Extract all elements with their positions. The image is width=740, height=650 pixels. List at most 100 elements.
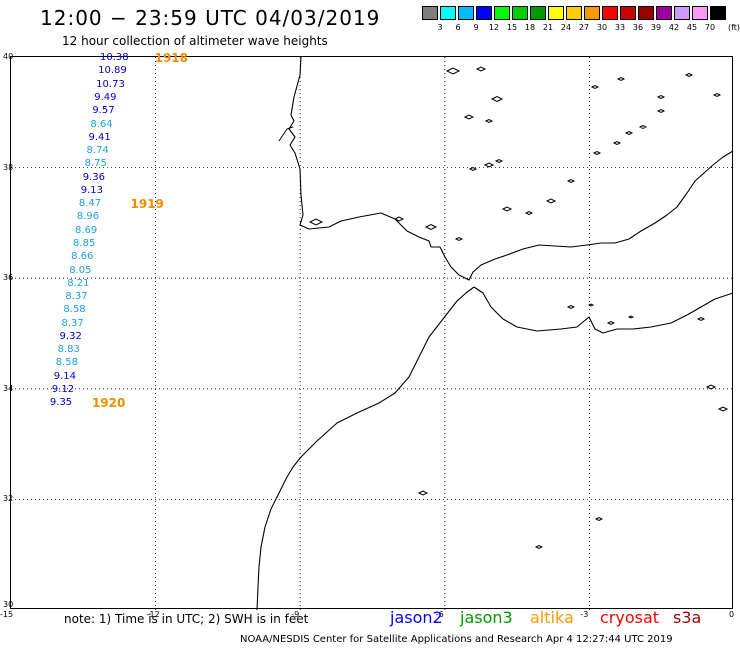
wave-height-label: 9.49: [94, 92, 117, 104]
legend-swatch: [710, 6, 726, 20]
lat-tick-label: 30: [3, 600, 14, 609]
wave-height-label: 8.21: [67, 277, 90, 289]
island-outline: [592, 150, 602, 156]
wave-height-label: 9.12: [51, 384, 75, 395]
island-outline: [638, 124, 648, 130]
wave-height-label: 8.83: [57, 344, 80, 356]
legend-label: 9: [473, 23, 479, 32]
island-outline: [656, 94, 666, 100]
legend-swatch: [566, 6, 582, 20]
island-outline: [717, 406, 729, 412]
island-outline: [627, 315, 635, 319]
map-canvas: [11, 57, 734, 610]
legend-swatch: [476, 6, 492, 20]
page-subtitle: 12 hour collection of altimeter wave hei…: [62, 34, 328, 48]
lon-tick-label: -9: [291, 610, 300, 619]
wave-height-label: 8.37: [61, 317, 84, 329]
island-outline: [606, 320, 616, 326]
island-outline: [616, 76, 626, 82]
island-outline: [612, 140, 622, 146]
legend-label: 33: [614, 23, 626, 32]
wave-height-label: 9.36: [82, 171, 105, 183]
legend-swatch: [440, 6, 456, 20]
wave-height-label: 9.13: [80, 184, 104, 196]
lat-tick-label: 32: [3, 494, 14, 504]
pass-number-label: 1919: [130, 197, 164, 212]
legend-label: 21: [542, 23, 554, 32]
legend-label: 24: [560, 23, 572, 32]
mission-label: s3a: [673, 608, 702, 627]
legend-label: 36: [632, 23, 644, 32]
island-outline: [566, 178, 576, 184]
wave-height-label: 8.69: [74, 224, 98, 236]
legend-swatch: [530, 6, 546, 20]
island-outline: [424, 223, 438, 231]
island-outline: [656, 108, 666, 114]
island-outline: [494, 158, 504, 164]
page-title: 12:00 − 23:59 UTC 04/03/2019: [40, 6, 381, 30]
lat-tick-label: 38: [3, 162, 14, 172]
lon-tick-label: -12: [146, 610, 160, 619]
wave-height-label: 10.38: [100, 52, 129, 64]
legend-swatch: [620, 6, 636, 20]
mission-label: altika: [530, 608, 574, 627]
wave-height-label: 9.41: [88, 131, 111, 143]
coastline-north-africa: [473, 286, 734, 334]
legend-swatch: [458, 6, 474, 20]
wave-height-label: 9.14: [53, 370, 77, 382]
pass-number-label: 1920: [91, 396, 126, 411]
island-outline: [483, 162, 495, 168]
legend-swatch: [548, 6, 564, 20]
wave-height-label: 8.66: [71, 251, 94, 263]
wave-height-label: 8.37: [65, 291, 88, 303]
island-outline: [705, 384, 717, 390]
wave-height-label: 8.05: [69, 264, 92, 276]
wave-height-label: 10.89: [98, 65, 127, 77]
wave-height-label: 8.58: [55, 357, 78, 369]
lat-tick-label: 36: [3, 273, 14, 283]
lon-tick-label: -15: [0, 610, 14, 619]
map-frame: [10, 56, 734, 610]
wave-height-label: 8.47: [78, 198, 102, 210]
legend-swatch: [512, 6, 528, 20]
island-outline: [445, 67, 461, 75]
island-outline: [624, 130, 634, 136]
legend-label: 45: [686, 23, 698, 32]
wave-height-label: 9.57: [92, 105, 115, 117]
estuary-outline: [278, 126, 294, 142]
island-outline: [545, 198, 557, 204]
wave-height-label: 8.64: [90, 118, 113, 130]
island-outline: [534, 544, 544, 550]
legend-swatch: [422, 6, 438, 20]
island-outline: [475, 66, 487, 72]
legend-swatch: [692, 6, 708, 20]
island-outline: [524, 210, 534, 216]
lon-tick-label: -3: [580, 610, 589, 619]
legend-label: 15: [506, 23, 518, 32]
mission-label: jason2: [390, 608, 443, 627]
wave-height-label: 9.32: [59, 330, 82, 342]
island-outline: [484, 118, 494, 124]
legend-swatch: [638, 6, 654, 20]
legend-label: 3: [437, 23, 443, 32]
island-outline: [712, 92, 722, 98]
island-outline: [587, 303, 595, 307]
legend-label: 42: [668, 23, 680, 32]
island-outline: [590, 84, 600, 90]
mission-label: jason3: [460, 608, 513, 627]
legend-swatch: [602, 6, 618, 20]
wave-height-label: 8.85: [73, 238, 96, 250]
legend-label: 27: [578, 23, 590, 32]
island-outline: [696, 316, 706, 322]
lon-tick-label: 0: [729, 610, 735, 619]
coastline-iberia: [288, 57, 734, 281]
legend-swatch: [584, 6, 600, 20]
island-outline: [417, 490, 429, 496]
legend-swatch: [656, 6, 672, 20]
island-outline: [566, 304, 576, 310]
island-outline: [594, 516, 604, 522]
coastline-morocco: [256, 286, 475, 610]
island-outline: [393, 216, 405, 222]
legend-swatch: [494, 6, 510, 20]
legend-label: 12: [488, 23, 500, 32]
